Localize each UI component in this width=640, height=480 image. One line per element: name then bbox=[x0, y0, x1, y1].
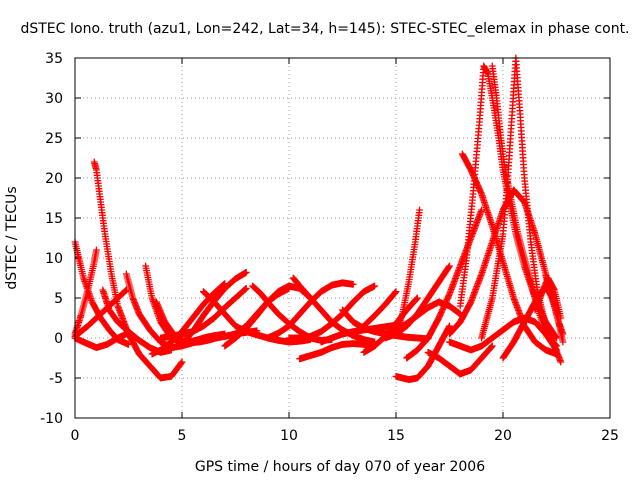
data-point bbox=[349, 281, 357, 288]
data-point bbox=[412, 296, 420, 303]
data-series-arc-11 bbox=[157, 285, 250, 342]
data-point bbox=[242, 269, 250, 276]
data-point bbox=[487, 344, 495, 351]
y-tick-label: -10 bbox=[40, 411, 63, 427]
x-tick-label: 25 bbox=[601, 428, 619, 444]
tick-layer: 0 5 10 15 20 25 -10 -5 0 5 10 15 20 25 30 35 bbox=[40, 51, 619, 444]
data-series-arc-29 bbox=[403, 206, 485, 362]
data-series-arc-02 bbox=[71, 246, 100, 338]
y-tick-label: -5 bbox=[49, 371, 63, 387]
data-point bbox=[445, 263, 453, 271]
data-series-arc-33 bbox=[446, 314, 560, 354]
y-tick-label: 35 bbox=[45, 51, 63, 67]
data-series-arc-30 bbox=[424, 342, 496, 378]
data-series-arc-06 bbox=[99, 286, 175, 356]
y-tick-label: 30 bbox=[45, 91, 63, 107]
data-point bbox=[413, 295, 421, 303]
y-tick-label: 25 bbox=[45, 131, 63, 147]
data-point bbox=[557, 358, 565, 366]
data-point bbox=[446, 262, 453, 270]
plot-frame bbox=[74, 57, 611, 419]
y-tick-label: 5 bbox=[54, 291, 63, 307]
data-series-arc-10 bbox=[148, 280, 229, 358]
x-tick-label: 20 bbox=[494, 428, 512, 444]
data-point bbox=[122, 287, 130, 295]
data-series-arc-39 bbox=[542, 272, 567, 346]
x-axis-label: GPS time / hours of day 070 of year 2006 bbox=[195, 459, 485, 475]
data-point bbox=[121, 288, 129, 295]
x-tick-label: 10 bbox=[280, 428, 298, 444]
data-point bbox=[177, 359, 185, 367]
data-series-arc-24 bbox=[349, 288, 400, 338]
data-point bbox=[391, 289, 399, 296]
data-point bbox=[242, 285, 250, 292]
data-series-arc-04 bbox=[71, 330, 130, 351]
data-series-arc-26 bbox=[392, 322, 453, 383]
x-tick-label: 15 bbox=[387, 428, 405, 444]
data-point bbox=[416, 206, 423, 214]
x-tick-label: 5 bbox=[178, 428, 187, 444]
data-point bbox=[446, 322, 453, 330]
data-point bbox=[371, 282, 378, 290]
data-series-arc-28 bbox=[392, 206, 423, 338]
y-axis-label: dSTEC / TECUs bbox=[4, 186, 20, 289]
data-series-arc-05 bbox=[71, 286, 130, 340]
data-point bbox=[488, 343, 495, 351]
data-point bbox=[488, 342, 496, 350]
y-tick-label: 0 bbox=[54, 331, 63, 347]
data-point bbox=[414, 294, 421, 302]
data-point bbox=[559, 338, 567, 346]
data-point bbox=[178, 358, 186, 366]
data-point bbox=[478, 206, 485, 214]
y-tick-label: 10 bbox=[45, 251, 63, 267]
data-point bbox=[93, 246, 100, 254]
y-tick-label: 15 bbox=[45, 211, 63, 227]
x-tick-label: 0 bbox=[71, 428, 80, 444]
data-point bbox=[392, 288, 400, 295]
y-tick-label: 20 bbox=[45, 171, 63, 187]
data-layer bbox=[71, 54, 567, 383]
chart-title: dSTEC Iono. truth (azu1, Lon=242, Lat=34… bbox=[20, 21, 629, 37]
data-series-arc-27 bbox=[381, 298, 464, 338]
data-series-arc-17 bbox=[264, 279, 357, 342]
